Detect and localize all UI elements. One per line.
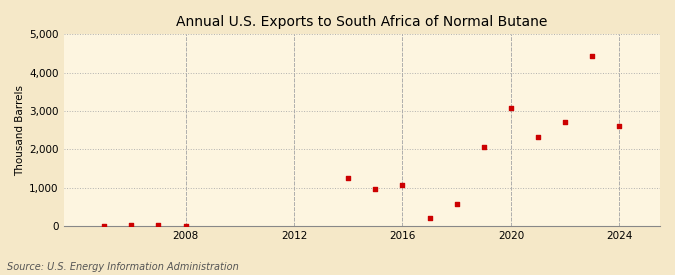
Point — [343, 176, 354, 180]
Title: Annual U.S. Exports to South Africa of Normal Butane: Annual U.S. Exports to South Africa of N… — [176, 15, 547, 29]
Point — [370, 187, 381, 192]
Point — [126, 223, 137, 227]
Point — [397, 183, 408, 188]
Point — [479, 145, 489, 149]
Point — [587, 54, 597, 58]
Point — [180, 223, 191, 228]
Point — [99, 224, 109, 228]
Point — [424, 216, 435, 220]
Text: Source: U.S. Energy Information Administration: Source: U.S. Energy Information Administ… — [7, 262, 238, 272]
Y-axis label: Thousand Barrels: Thousand Barrels — [15, 85, 25, 176]
Point — [153, 223, 164, 227]
Point — [506, 106, 516, 111]
Point — [452, 202, 462, 206]
Point — [560, 120, 570, 125]
Point — [533, 134, 543, 139]
Point — [614, 123, 625, 128]
